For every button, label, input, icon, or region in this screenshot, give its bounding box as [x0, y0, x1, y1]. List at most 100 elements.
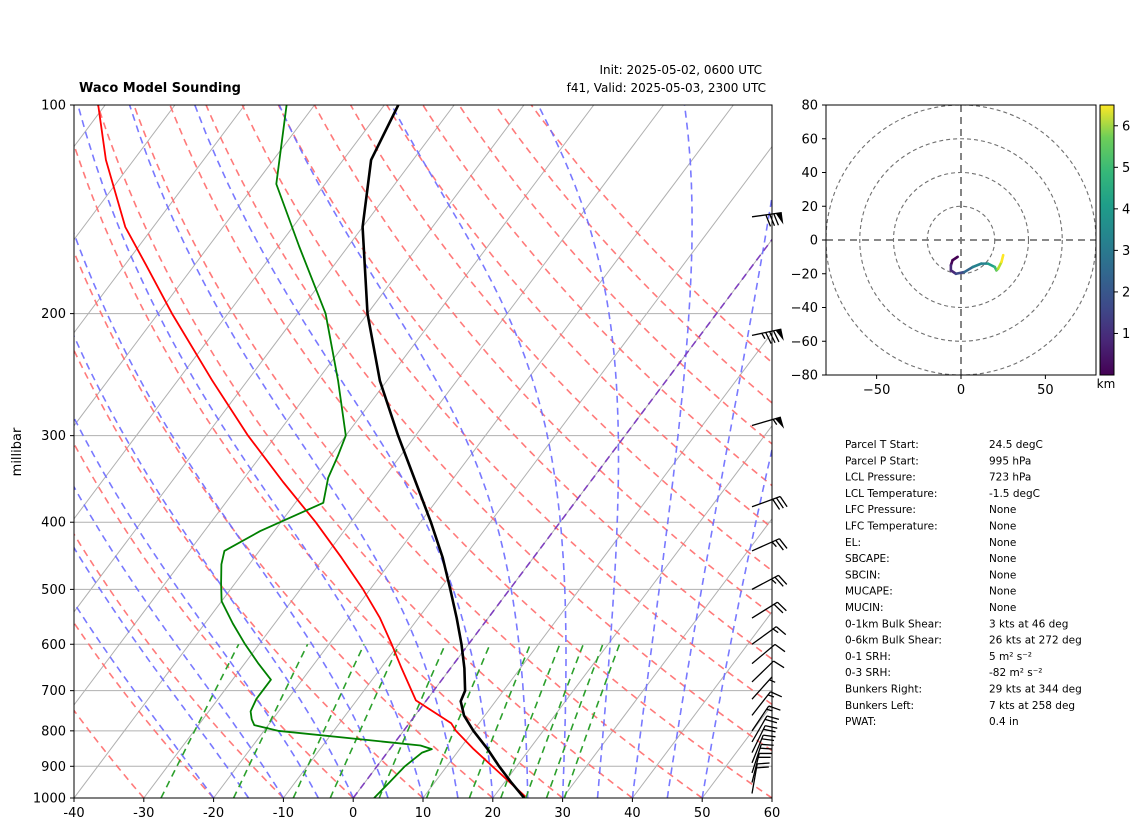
- barb-staff: [751, 574, 779, 590]
- moist-adiabat: [74, 231, 389, 798]
- barb-full: [774, 576, 784, 587]
- x-tick-label: -30: [133, 806, 154, 821]
- barb-full: [776, 601, 787, 612]
- barb-full: [769, 331, 776, 344]
- barb-full: [775, 626, 787, 636]
- hodograph-segment: [1000, 253, 1005, 264]
- wind-barb: [751, 328, 784, 344]
- dry-adiabat: [74, 621, 215, 798]
- barb-full: [763, 728, 776, 733]
- barb-full: [764, 718, 778, 724]
- colorbar: [1099, 104, 1115, 376]
- barb-half: [770, 578, 777, 584]
- temperature-profile-line: [361, 105, 526, 798]
- barb-flag: [775, 212, 784, 225]
- colorbar-tick-label: 1: [1122, 327, 1130, 342]
- hodograph-rings: [826, 105, 1096, 375]
- wind-barb: [751, 676, 776, 700]
- isotherm-line: [74, 105, 385, 520]
- isotherm-line: [492, 424, 772, 798]
- chart-title: Waco Model Sounding: [79, 81, 241, 96]
- barb-half: [769, 679, 776, 683]
- hodograph-trace: [949, 253, 1005, 276]
- barb-staff: [751, 715, 768, 743]
- colorbar-tick-label: 4: [1122, 202, 1130, 217]
- wind-barb: [751, 725, 778, 753]
- hodo-x-tick-label: 0: [957, 383, 965, 398]
- parameter-value: 29 kts at 344 deg: [989, 684, 1082, 696]
- barb-staff: [751, 660, 775, 683]
- barb-half: [767, 694, 775, 698]
- hodo-y-tick-label: −80: [791, 369, 818, 384]
- x-tick-label: 0: [349, 806, 357, 821]
- hodo-x-tick-label: 50: [1037, 383, 1054, 398]
- skewt-axes: -40 -30 -20 -10 0 10 20 30 40 50 60 100 200 300 400 500…: [33, 99, 780, 822]
- dry-adiabat: [96, 105, 633, 798]
- parameter-label: 0-3 SRH:: [845, 667, 891, 679]
- parameter-value: 0.4 in: [989, 716, 1019, 728]
- range-ring: [859, 138, 1063, 342]
- x-tick-label: 60: [764, 806, 781, 821]
- freezing-isotherm: [352, 238, 772, 798]
- parameter-label: LCL Pressure:: [845, 472, 916, 484]
- dry-adiabat: [313, 105, 772, 616]
- wind-barb: [751, 601, 787, 619]
- x-tick-label: 10: [415, 806, 432, 821]
- mixing-ratio-line: [292, 643, 365, 798]
- moist-adiabat: [701, 445, 772, 798]
- isotherm-line: [74, 105, 595, 798]
- barb-staff: [751, 328, 782, 337]
- hodo-y-tick-label: −40: [791, 301, 818, 316]
- barb-flag: [775, 329, 784, 341]
- barb-staff: [751, 416, 782, 427]
- skewt-profiles: [97, 105, 526, 798]
- barb-full: [778, 538, 788, 549]
- barb-full: [765, 214, 772, 227]
- moist-adiabat: [74, 546, 250, 798]
- barb-full: [765, 725, 778, 729]
- wind-barb: [751, 212, 784, 227]
- barb-staff: [751, 626, 777, 645]
- parameter-value: -82 m² s⁻²: [989, 667, 1042, 679]
- barb-staff: [751, 601, 778, 619]
- hodograph-segment: [963, 265, 975, 274]
- dewpoint-profile-line: [220, 105, 433, 798]
- moist-adiabat: [74, 334, 354, 798]
- mixing-ratio-line: [545, 644, 604, 798]
- parameter-value: -1.5 degC: [989, 488, 1040, 500]
- barb-staff: [751, 725, 766, 753]
- parameter-value: None: [989, 521, 1016, 533]
- y-tick-label: 300: [41, 429, 66, 444]
- moist-adiabat: [666, 191, 772, 798]
- parameter-value: 5 m² s⁻²: [989, 651, 1032, 663]
- barb-full: [765, 332, 772, 344]
- hodograph-segment: [971, 262, 983, 269]
- barb-half: [772, 628, 779, 634]
- skewt-panel: -40 -30 -20 -10 0 10 20 30 40 50 60 100 200 300 400 500…: [10, 99, 788, 822]
- barb-full: [759, 747, 773, 750]
- parameter-value: None: [989, 602, 1016, 614]
- wind-barb: [751, 762, 770, 794]
- dry-adiabat: [205, 105, 772, 752]
- mixing-ratio-line: [468, 643, 532, 798]
- hodo-y-tick-label: −60: [791, 335, 818, 350]
- parameter-label: MUCAPE:: [845, 586, 893, 598]
- mixing-ratio-line: [425, 643, 491, 798]
- mixing-ratio-line: [232, 643, 309, 798]
- dry-adiabat: [386, 105, 772, 529]
- hodograph-axes: −50 0 50 −80 −60 −40 −20 0 20 40 60 80: [791, 99, 1054, 399]
- barb-full: [779, 496, 788, 508]
- x-tick-label: 50: [694, 806, 711, 821]
- valid-time: f41, Valid: 2025-05-03, 2300 UTC: [567, 81, 766, 95]
- barb-full: [772, 330, 780, 343]
- mixing-ratio-line: [329, 643, 400, 798]
- barb-staff: [751, 676, 773, 700]
- barb-full: [766, 715, 780, 720]
- barb-full: [769, 214, 776, 227]
- barb-staff: [751, 538, 780, 552]
- dry-adiabat: [74, 142, 564, 798]
- isotherm-line: [771, 797, 772, 798]
- parcel-profile-line: [97, 105, 526, 798]
- isotherm-line: [282, 145, 772, 798]
- barb-full: [761, 743, 774, 746]
